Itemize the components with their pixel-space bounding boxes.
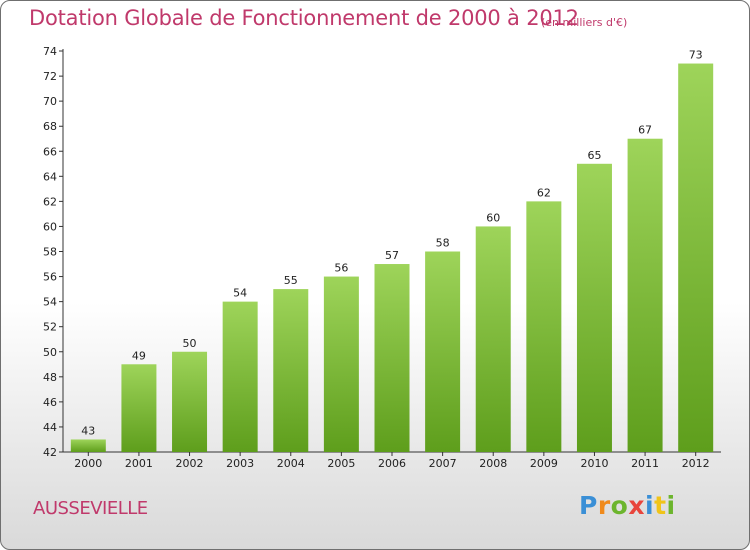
x-tick-label: 2012 <box>682 457 710 470</box>
logo-letter: P <box>579 491 598 520</box>
y-tick-label: 56 <box>43 271 57 284</box>
bar <box>172 351 208 452</box>
data-label: 65 <box>587 149 601 162</box>
y-tick-label: 74 <box>43 45 57 58</box>
y-tick-label: 48 <box>43 371 57 384</box>
data-label: 73 <box>689 49 703 62</box>
x-tick-label: 2003 <box>226 457 254 470</box>
y-tick-label: 68 <box>43 120 57 133</box>
x-tick-label: 2005 <box>327 457 355 470</box>
proxiti-logo[interactable]: Proxiti <box>579 491 676 520</box>
y-tick-label: 46 <box>43 396 57 409</box>
y-tick-label: 72 <box>43 70 57 83</box>
y-tick-label: 52 <box>43 321 57 334</box>
x-tick-label: 2004 <box>277 457 305 470</box>
x-tick-label: 2007 <box>429 457 457 470</box>
data-label: 49 <box>132 349 146 362</box>
logo-letter: o <box>610 491 629 520</box>
x-tick-label: 2008 <box>479 457 507 470</box>
bar <box>273 289 309 452</box>
y-tick-label: 62 <box>43 195 57 208</box>
bar <box>475 226 511 452</box>
chart-title: Dotation Globale de Fonctionnement de 20… <box>29 6 579 30</box>
x-tick-label: 2000 <box>74 457 102 470</box>
y-tick-label: 50 <box>43 346 57 359</box>
y-tick-label: 44 <box>43 421 57 434</box>
x-tick-label: 2006 <box>378 457 406 470</box>
data-label: 58 <box>436 237 450 250</box>
data-label: 55 <box>284 274 298 287</box>
logo-letter: t <box>654 491 667 520</box>
y-tick-label: 58 <box>43 246 57 259</box>
bar <box>323 276 359 452</box>
y-tick-label: 70 <box>43 95 57 108</box>
y-tick-label: 66 <box>43 145 57 158</box>
data-label: 60 <box>486 211 500 224</box>
data-label: 50 <box>183 337 197 350</box>
bar <box>374 264 410 452</box>
x-tick-label: 2009 <box>530 457 558 470</box>
bar <box>678 63 714 452</box>
data-label: 43 <box>81 424 95 437</box>
bar <box>70 439 106 452</box>
x-tick-label: 2010 <box>580 457 608 470</box>
logo-letter: x <box>628 491 645 520</box>
logo-letter: i <box>645 491 655 520</box>
bar <box>576 163 612 452</box>
data-label: 67 <box>638 124 652 137</box>
data-label: 54 <box>233 287 247 300</box>
bar <box>425 251 461 452</box>
y-tick-label: 64 <box>43 170 57 183</box>
commune-name: AUSSEVIELLE <box>33 498 148 519</box>
x-tick-label: 2002 <box>176 457 204 470</box>
x-tick-label: 2001 <box>125 457 153 470</box>
x-tick-label: 2011 <box>631 457 659 470</box>
chart-subtitle: (en milliers d'€) <box>541 16 628 29</box>
data-label: 62 <box>537 186 551 199</box>
data-label: 56 <box>334 262 348 275</box>
y-tick-label: 60 <box>43 220 57 233</box>
data-label: 57 <box>385 249 399 262</box>
bar <box>222 301 258 452</box>
y-tick-label: 54 <box>43 296 57 309</box>
bar <box>627 138 663 452</box>
bar <box>526 201 562 452</box>
bar <box>121 364 157 452</box>
y-tick-label: 42 <box>43 446 57 459</box>
logo-letter: r <box>597 491 611 520</box>
logo-letter: i <box>666 491 676 520</box>
